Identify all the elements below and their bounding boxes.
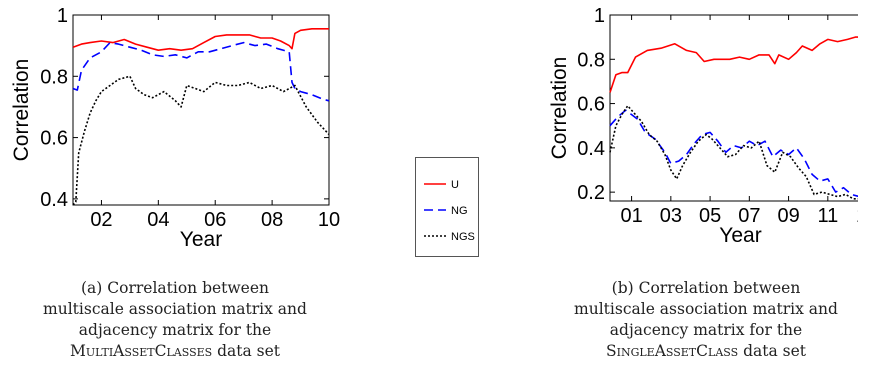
chart-b: 01 03 05 07 09 11 13 0.2 0.4 0.6 0.8 1 Year Correlati… <box>548 5 858 247</box>
chart-b-x-tick-label: 09 <box>777 205 799 227</box>
legend-label-ng: NG <box>451 205 468 217</box>
chart-a-y-tick-label: 1 <box>57 5 68 27</box>
chart-b-y-tick-label: 0.2 <box>577 182 605 204</box>
chart-a-y-tick-label: 0.8 <box>40 66 68 88</box>
chart-a-x-tick-label: 02 <box>90 209 112 231</box>
dataset-name-b: SingleAssetClass <box>606 342 739 360</box>
chart-b-y-tick-label: 0.8 <box>577 49 605 71</box>
chart-a-x-tick-label: 08 <box>261 209 283 231</box>
dataset-name-a: MultiAssetClasses <box>69 342 213 360</box>
chart-b-series-u-line <box>609 36 858 93</box>
chart-b-x-axis-label: Year <box>719 224 761 247</box>
chart-a-x-tick-label: 04 <box>147 209 169 231</box>
chart-b-x-tick-label: 01 <box>620 205 642 227</box>
chart-b-series-ng-line <box>609 109 858 198</box>
chart-b-x-tick-label: 03 <box>660 205 682 227</box>
chart-a-series-ng-line <box>72 41 330 102</box>
chart-a-x-axis-label: Year <box>180 228 222 251</box>
chart-a-series-u-line <box>72 28 329 51</box>
chart-b-y-tick-label: 1 <box>594 5 605 27</box>
chart-b-x-tick-label: 05 <box>699 205 721 227</box>
caption-b: (b) Correlation between multiscale assoc… <box>574 279 838 360</box>
legend-label-ngs: NGS <box>451 231 475 243</box>
chart-a-series-ngs-line <box>72 75 330 206</box>
chart-a-plot-frame <box>72 14 330 206</box>
chart-a-y-axis-label: Correlation <box>10 59 33 162</box>
caption-a: (a) Correlation between multiscale assoc… <box>43 279 307 360</box>
chart-b-x-tick-label: 07 <box>738 205 760 227</box>
chart-b-x-tick-label: 11 <box>817 205 838 227</box>
legend: U NG NGS <box>415 157 479 257</box>
chart-b-y-tick-label: 0.4 <box>577 138 605 160</box>
chart-b-x-tick-label: 13 <box>856 205 858 227</box>
chart-b-series-ngs-line <box>609 105 858 200</box>
chart-b-plot-frame <box>609 14 858 202</box>
legend-label-u: U <box>451 179 459 191</box>
chart-b-y-axis-label: Correlation <box>548 57 571 160</box>
chart-a: 02 04 06 08 10 0.4 0.6 0.8 1 Year Correlation <box>10 5 340 251</box>
chart-a-x-tick-label: 10 <box>318 209 340 231</box>
chart-a-x-tick-label: 06 <box>204 209 226 231</box>
chart-a-y-tick-label: 0.6 <box>40 128 68 150</box>
chart-a-y-tick-label: 0.4 <box>40 189 68 211</box>
chart-b-y-tick-label: 0.6 <box>577 94 605 116</box>
